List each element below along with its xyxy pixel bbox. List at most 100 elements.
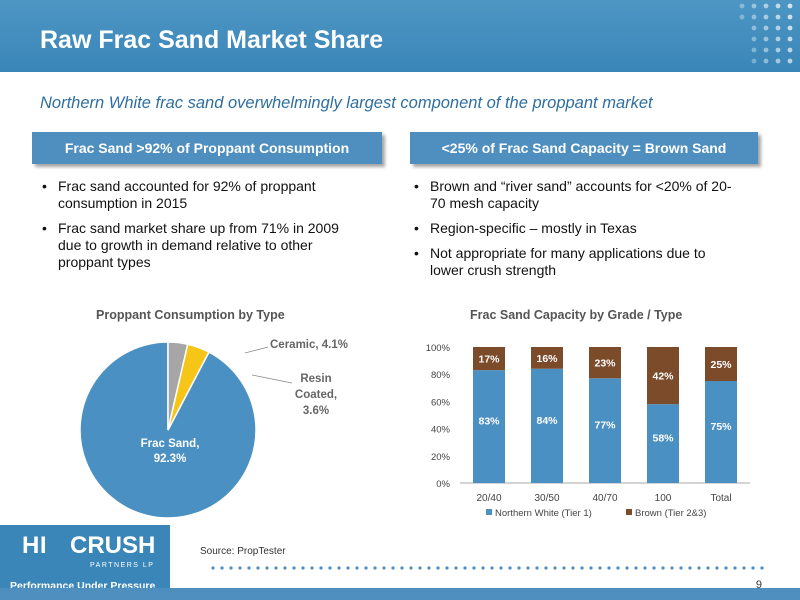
bullet-item: Frac sand accounted for 92% of proppant … [40, 178, 360, 212]
footer-dot [301, 566, 305, 570]
x-tick-label: 100 [655, 493, 672, 504]
pie-label: 92.3% [154, 453, 187, 465]
footer-dot [598, 566, 602, 570]
header-dot [775, 25, 781, 31]
y-tick-label: 0% [436, 479, 450, 490]
bar-northern-white [589, 378, 621, 483]
bar-data-label: 42% [652, 371, 674, 383]
footer-dot [679, 566, 683, 570]
bar-northern-white [705, 381, 737, 483]
page-subtitle: Northern White frac sand overwhelmingly … [40, 94, 653, 112]
header-bar [0, 0, 800, 72]
footer-dot [616, 566, 620, 570]
pie-label: Frac Sand, [141, 438, 200, 450]
footer-dot [283, 566, 287, 570]
left-bullet-list: Frac sand accounted for 92% of proppant … [40, 178, 360, 279]
header-dot [763, 14, 769, 20]
bar-data-label: 16% [536, 353, 558, 365]
header-dot [751, 47, 757, 53]
footer-dot [463, 566, 467, 570]
header-dot [787, 47, 793, 53]
footer-dot [589, 566, 593, 570]
bar-northern-white [647, 404, 679, 483]
footer-dot [688, 566, 692, 570]
header-dot [739, 3, 745, 9]
y-tick-label: 40% [431, 425, 451, 436]
bar-chart-title: Frac Sand Capacity by Grade / Type [470, 308, 683, 322]
bar-brown [705, 347, 737, 381]
footer-dot [580, 566, 584, 570]
footer-dot [310, 566, 314, 570]
footer-dot [481, 566, 485, 570]
footer-dot [229, 566, 233, 570]
footer-dot [715, 566, 719, 570]
header-dot [763, 47, 769, 53]
bar-brown [473, 347, 505, 371]
header-dot [763, 3, 769, 9]
footer-dot [400, 566, 404, 570]
bullet-item: Not appropriate for many applications du… [412, 245, 742, 279]
page-title: Raw Frac Sand Market Share [40, 26, 384, 54]
pie-label: 3.6% [303, 405, 329, 417]
legend-swatch [486, 509, 492, 515]
footer-dot [382, 566, 386, 570]
header-dot [751, 3, 757, 9]
header-dot [775, 58, 781, 64]
footer-dot [292, 566, 296, 570]
footer-dot [238, 566, 242, 570]
header-dot [751, 36, 757, 42]
footer-dot [328, 566, 332, 570]
footer-dot [418, 566, 422, 570]
x-tick-label: 40/70 [592, 493, 617, 504]
footer-dot [553, 566, 557, 570]
header-dot [787, 36, 793, 42]
footer-dot [211, 566, 215, 570]
footer-dot [454, 566, 458, 570]
bar-data-label: 83% [478, 416, 500, 428]
footer-dot [499, 566, 503, 570]
header-dot [775, 3, 781, 9]
bullet-item: Region-specific – mostly in Texas [412, 220, 742, 237]
footer-dot [724, 566, 728, 570]
footer-dot [571, 566, 575, 570]
pie-chart: Frac Sand, 92.3% Ceramic, 4.1% Resin Coated,… [79, 339, 348, 519]
footer-dot [670, 566, 674, 570]
footer-dot [733, 566, 737, 570]
header-dot [763, 25, 769, 31]
bar-data-label: 23% [594, 358, 616, 370]
footer-dot [355, 566, 359, 570]
stacked-bar-chart: 0% 20% 40% 60% 80% 100% 83% 17% 20/40 84% 16% 30/50… [426, 343, 750, 519]
footer-dot [634, 566, 638, 570]
header-dot [739, 14, 745, 20]
footer-dot [760, 566, 764, 570]
bar-data-label: 58% [652, 433, 674, 445]
footer-dot [697, 566, 701, 570]
footer-dot [562, 566, 566, 570]
legend-swatch [626, 509, 632, 515]
y-tick-label: 80% [431, 370, 451, 381]
bar-data-label: 17% [478, 354, 500, 366]
header-dot [787, 25, 793, 31]
logo-crush-text: CRUSH [70, 532, 156, 559]
y-tick-label: 20% [431, 452, 451, 463]
header-dot [751, 58, 757, 64]
header-dot [775, 36, 781, 42]
footer-dot [274, 566, 278, 570]
pie-chart-title: Proppant Consumption by Type [96, 308, 285, 322]
footer-dot [256, 566, 260, 570]
pie-label: Ceramic, 4.1% [270, 339, 348, 351]
pie-leader-line [244, 346, 269, 354]
logo-partners-text: PARTNERS LP [90, 562, 155, 569]
bar-northern-white [531, 368, 563, 483]
footer-dot [742, 566, 746, 570]
footer-dot [661, 566, 665, 570]
header-dot [775, 47, 781, 53]
y-tick-label: 100% [426, 343, 451, 354]
bar-brown [647, 347, 679, 405]
bar-data-label: 84% [536, 415, 558, 427]
bar-brown [531, 347, 563, 369]
bullet-item: Brown and “river sand” accounts for <20%… [412, 178, 742, 212]
footer-dot [544, 566, 548, 570]
bar-data-label: 75% [710, 421, 732, 433]
footer-dot [526, 566, 530, 570]
